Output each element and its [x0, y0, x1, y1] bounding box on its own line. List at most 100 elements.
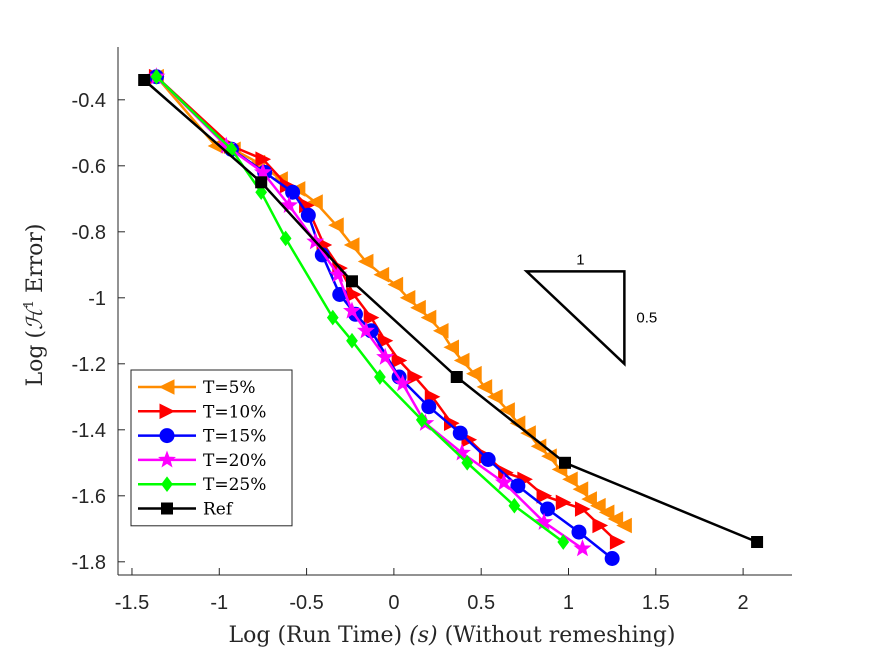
y-tick-label: -0.8	[72, 222, 106, 244]
series	[138, 74, 764, 548]
data-point	[391, 352, 408, 369]
x-tick-label: -0.5	[289, 592, 323, 614]
legend-label: T=15%	[203, 427, 266, 447]
data-point	[373, 266, 390, 283]
data-point	[345, 275, 358, 288]
data-point	[279, 230, 292, 247]
data-point	[487, 388, 503, 405]
data-point	[535, 512, 554, 530]
legend-label: T=20%	[203, 451, 266, 471]
data-point	[343, 237, 360, 253]
x-tick-label: -1.5	[115, 592, 149, 614]
data-point	[555, 494, 572, 511]
data-point	[399, 289, 416, 306]
data-point	[432, 322, 449, 339]
data-point	[461, 454, 474, 471]
legend-marker	[161, 502, 173, 515]
data-point	[255, 151, 272, 168]
series	[147, 67, 592, 557]
slope-triangle-shape	[523, 270, 626, 367]
data-point	[607, 511, 624, 527]
data-point	[387, 276, 404, 293]
data-point	[590, 497, 606, 514]
legend-label: T=10%	[203, 402, 266, 422]
legend-label: T=5%	[203, 378, 256, 398]
legend-label: Ref	[203, 500, 234, 520]
series-layer	[138, 67, 764, 566]
x-axis-label-note: (Without remeshing)	[445, 623, 676, 648]
y-tick-label: -0.6	[72, 156, 106, 178]
x-axis-label: Log (Run Time) (s) (Without remeshing)	[229, 623, 676, 648]
data-point	[598, 504, 615, 521]
data-point	[572, 481, 589, 498]
legend-marker	[158, 379, 175, 395]
data-point	[592, 517, 609, 534]
series	[150, 68, 570, 550]
data-point	[536, 487, 553, 504]
data-point	[376, 347, 395, 365]
data-point	[150, 68, 163, 85]
legend-box	[130, 369, 293, 527]
data-point	[255, 184, 268, 201]
data-point	[328, 217, 344, 234]
legend-entry: T=5%	[138, 378, 256, 398]
y-tick-label: -1.8	[72, 552, 106, 574]
y-axis-label-h: ℋ	[23, 305, 48, 330]
y-tick-label: -1.2	[72, 354, 106, 376]
x-tick-label: 1	[563, 592, 574, 614]
data-point	[138, 74, 151, 86]
data-point	[508, 497, 521, 514]
data-point	[253, 162, 272, 181]
legend-entry: T=15%	[138, 427, 266, 447]
data-point	[562, 471, 578, 488]
y-axis-label-error: Error)	[23, 224, 48, 300]
y-axis-label-superscript: 1	[22, 300, 37, 308]
legend-marker	[158, 450, 176, 468]
x-tick-label: -1	[210, 592, 228, 614]
data-point	[450, 371, 463, 383]
data-point	[326, 309, 339, 326]
x-tick-label: 2	[738, 592, 749, 614]
legend-entry: Ref	[138, 500, 234, 520]
y-tick-label: -0.4	[72, 90, 106, 112]
slope-rise-label: 0.5	[636, 310, 657, 327]
data-point	[466, 365, 482, 382]
x-tick-label: 1.5	[642, 592, 670, 614]
data-point	[540, 501, 556, 517]
data-point	[510, 478, 526, 494]
data-point	[285, 184, 301, 200]
data-point	[453, 352, 470, 369]
legend-entry: T=20%	[138, 450, 266, 471]
y-axis-label-log: Log	[23, 345, 48, 387]
data-point	[363, 309, 380, 326]
data-point	[476, 379, 493, 395]
series	[148, 68, 632, 534]
x-tick-label: 0.5	[467, 592, 495, 614]
data-point	[452, 425, 468, 441]
x-axis-label-runtime: (Run Time)	[277, 623, 402, 648]
data-point	[280, 195, 299, 214]
data-point	[559, 456, 572, 469]
data-point	[307, 194, 323, 210]
axes: -1.5 -1 -0.5 0 0.5 1 1.5 2 -0.4 -0.6 -0.8 -1 -1.2 -1.…	[72, 47, 792, 614]
data-point	[443, 339, 460, 356]
data-point	[557, 534, 570, 550]
slope-triangle: 10.5	[523, 251, 657, 367]
data-point	[356, 321, 375, 339]
data-point	[374, 369, 386, 385]
x-tick-label: 0	[388, 592, 399, 614]
data-point	[300, 207, 316, 223]
data-point	[415, 412, 428, 428]
legend-label: T=25%	[203, 475, 266, 495]
legend-entry: T=10%	[138, 402, 266, 422]
data-point	[616, 517, 632, 534]
legend-marker	[159, 403, 176, 420]
data-point	[346, 332, 358, 349]
data-point	[494, 473, 513, 491]
data-point	[255, 176, 268, 189]
legend-marker	[159, 428, 175, 444]
data-point	[480, 452, 496, 467]
legend-marker	[161, 476, 173, 493]
data-point	[751, 536, 764, 548]
